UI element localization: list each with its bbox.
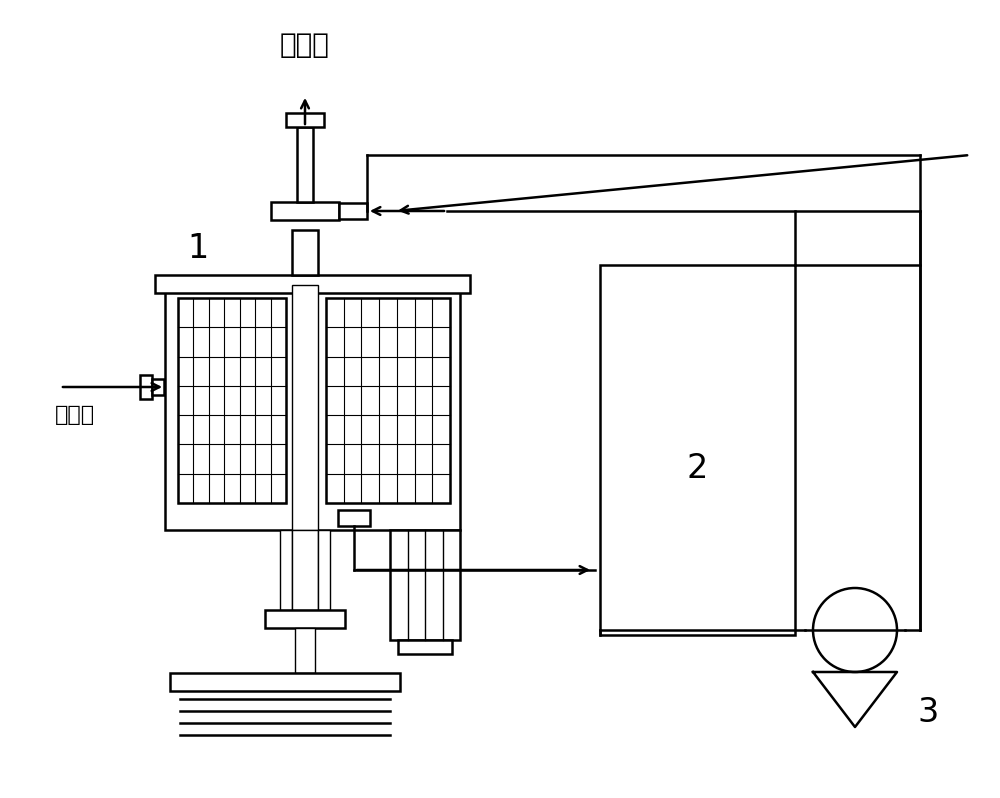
- Bar: [165, 285, 460, 530]
- Bar: [265, 610, 345, 628]
- Bar: [292, 530, 318, 610]
- Bar: [178, 298, 286, 503]
- Bar: [280, 530, 292, 610]
- Bar: [318, 530, 330, 610]
- Bar: [600, 265, 795, 635]
- Bar: [170, 673, 400, 691]
- Text: 3: 3: [917, 696, 938, 729]
- Bar: [292, 285, 318, 530]
- Bar: [286, 113, 324, 127]
- Text: 1: 1: [187, 231, 209, 264]
- Bar: [140, 375, 152, 399]
- Bar: [338, 510, 370, 526]
- Bar: [398, 640, 452, 654]
- Text: 含硫气: 含硫气: [55, 405, 95, 425]
- Bar: [292, 230, 318, 275]
- Bar: [390, 530, 460, 640]
- Bar: [152, 379, 164, 395]
- Text: 净化气: 净化气: [280, 31, 330, 59]
- Bar: [271, 202, 339, 220]
- Text: 2: 2: [687, 452, 708, 485]
- Bar: [297, 127, 313, 202]
- Bar: [339, 203, 367, 219]
- Bar: [295, 628, 315, 673]
- Bar: [326, 298, 450, 503]
- Bar: [155, 275, 470, 293]
